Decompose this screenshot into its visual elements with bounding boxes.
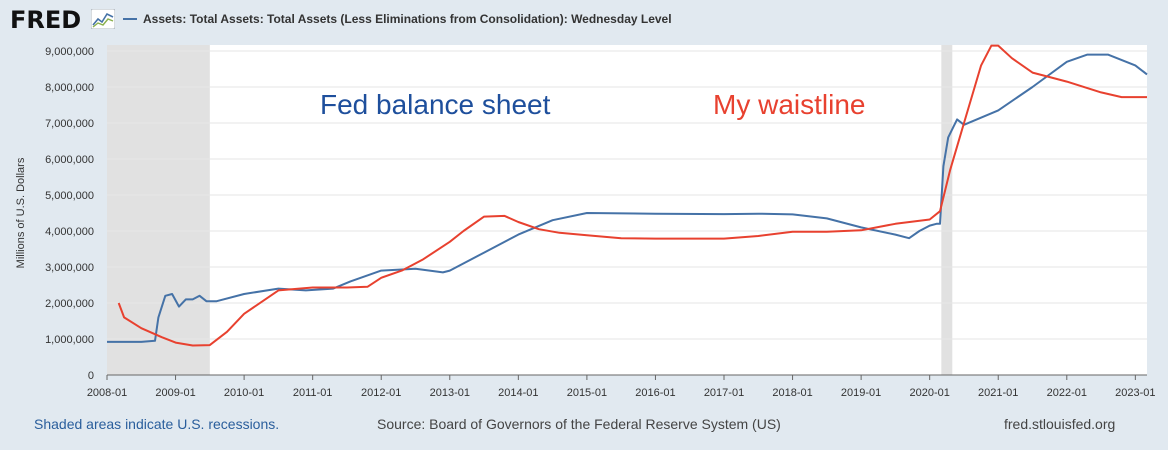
series-my-waistline	[117, 44, 1147, 347]
x-tick-label: 2012-01	[361, 387, 401, 399]
y-tick-label: 2,000,000	[45, 298, 94, 310]
y-tick-label: 0	[88, 370, 94, 382]
plot-area	[107, 45, 1147, 375]
y-tick-label: 5,000,000	[45, 190, 94, 202]
x-tick-label: 2014-01	[498, 387, 538, 399]
x-tick-label: 2011-01	[293, 387, 333, 399]
recession-band	[107, 45, 210, 375]
y-axis-label: Millions of U.S. Dollars	[15, 157, 27, 268]
site-link[interactable]: fred.stlouisfed.org	[1004, 416, 1116, 432]
x-tick-label: 2021-01	[978, 387, 1018, 399]
annotation-my-waistline: My waistline	[713, 89, 865, 120]
x-tick-label: 2017-01	[704, 387, 744, 399]
y-tick-label: 1,000,000	[45, 334, 94, 346]
legend-swatch	[123, 18, 137, 20]
x-tick-label: 2013-01	[430, 387, 470, 399]
y-tick-label: 9,000,000	[45, 46, 94, 58]
x-tick-label: 2009-01	[155, 387, 195, 399]
chart: 0 1,000,000 2,000,000 3,000,000 4,000,000 5,0…	[15, 44, 1156, 399]
source-text: Source: Board of Governors of the Federa…	[377, 416, 781, 432]
x-tick-label: 2022-01	[1047, 387, 1087, 399]
x-tick-label: 2008-01	[87, 387, 127, 399]
annotation-fed-balance-sheet: Fed balance sheet	[320, 89, 551, 120]
x-tick-label: 2010-01	[224, 387, 264, 399]
recession-note: Shaded areas indicate U.S. recessions.	[34, 416, 280, 432]
legend: Assets: Total Assets: Total Assets (Less…	[123, 11, 672, 27]
x-tick-label: 2023-01	[1115, 387, 1155, 399]
legend-label: Assets: Total Assets: Total Assets (Less…	[143, 12, 672, 26]
series-fed-balance-sheet	[107, 53, 1148, 343]
y-tick-label: 4,000,000	[45, 226, 94, 238]
x-tick-label: 2018-01	[772, 387, 812, 399]
y-tick-label: 8,000,000	[45, 82, 94, 94]
y-tick-label: 7,000,000	[45, 118, 94, 130]
y-tick-label: 6,000,000	[45, 154, 94, 166]
x-tick-label: 2019-01	[841, 387, 881, 399]
fred-logo[interactable]: FRED	[10, 6, 82, 34]
fred-graph-icon	[91, 9, 115, 29]
x-tick-label: 2015-01	[567, 387, 607, 399]
y-tick-label: 3,000,000	[45, 262, 94, 274]
x-tick-label: 2020-01	[909, 387, 949, 399]
x-tick-label: 2016-01	[635, 387, 675, 399]
recession-band	[941, 45, 953, 375]
